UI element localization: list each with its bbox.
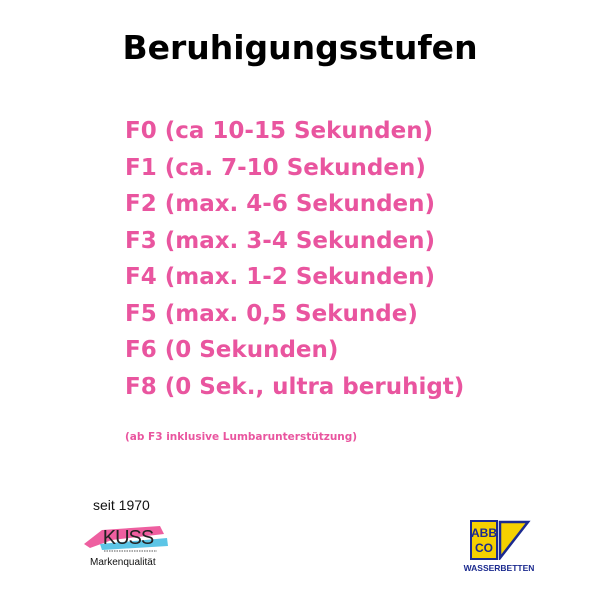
level-item: F1 (ca. 7-10 Sekunden): [125, 154, 426, 181]
level-item: F8 (0 Sek., ultra beruhigt): [125, 373, 465, 400]
level-item: F3 (max. 3-4 Sekunden): [125, 227, 436, 254]
level-item: F2 (max. 4-6 Sekunden): [125, 191, 436, 217]
level-list: F0 (ca 10-15 Sekunden) F1 (ca. 7-10 Seku…: [125, 113, 464, 405]
footnote: (ab F3 inklusive Lumbarunterstützung): [125, 431, 358, 443]
kuss-since: seit 1970: [93, 497, 150, 513]
abbco-tagline: WASSERBETTEN: [463, 563, 535, 573]
level-item: F4 (max. 1-2 Sekunden): [125, 264, 436, 290]
kuss-tagline: Markenqualität: [90, 557, 156, 568]
svg-text:KUSS: KUSS: [103, 527, 154, 549]
kuss-logo: KUSS: [84, 526, 168, 552]
level-item: F6 (0 Sekunden): [125, 337, 339, 363]
svg-text:ABB: ABB: [471, 526, 497, 540]
level-item: F5 (max. 0,5 Sekunde): [125, 300, 418, 327]
page-title: Beruhigungsstufen: [122, 28, 478, 67]
abbco-logo: ABB CO: [470, 520, 531, 560]
level-item: F0 (ca 10-15 Sekunden): [125, 118, 434, 144]
svg-text:CO: CO: [475, 541, 493, 555]
